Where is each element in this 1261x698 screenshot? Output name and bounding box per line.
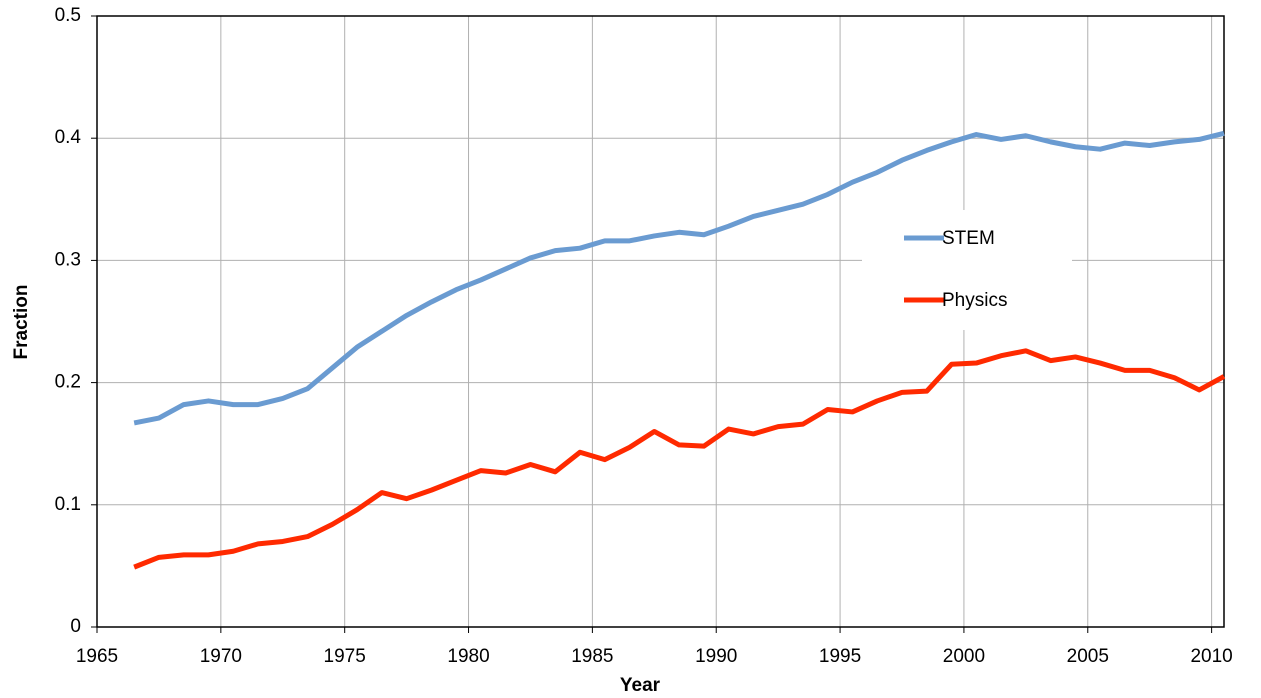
x-tick-label: 2000 xyxy=(943,646,985,667)
x-tick-label: 1980 xyxy=(447,646,489,667)
series-line xyxy=(133,130,1225,426)
x-tick-label: 1965 xyxy=(76,646,118,667)
x-axis-label: Year xyxy=(620,675,661,696)
x-tick-label: 1970 xyxy=(200,646,242,667)
legend-label: STEM xyxy=(942,228,995,249)
x-tick-label: 1985 xyxy=(571,646,613,667)
legend-box xyxy=(862,210,1072,330)
y-axis-label: Fraction xyxy=(11,285,32,360)
y-tick-label: 0.4 xyxy=(55,127,82,148)
y-tick-label: 0.5 xyxy=(55,5,81,26)
y-tick-label: 0.3 xyxy=(55,249,81,270)
x-tick-label: 2005 xyxy=(1067,646,1109,667)
legend-label: Physics xyxy=(942,290,1007,311)
x-tick-label: 1995 xyxy=(819,646,861,667)
plot-frame xyxy=(96,15,1225,628)
x-tick-label: 1990 xyxy=(695,646,737,667)
series-line xyxy=(133,348,1226,570)
y-tick-label: 0.2 xyxy=(55,372,81,393)
y-tick-label: 0.1 xyxy=(55,494,81,515)
x-tick-label: 1975 xyxy=(324,646,366,667)
y-tick-label: 0 xyxy=(70,616,81,637)
x-tick-label: 2010 xyxy=(1190,646,1232,667)
